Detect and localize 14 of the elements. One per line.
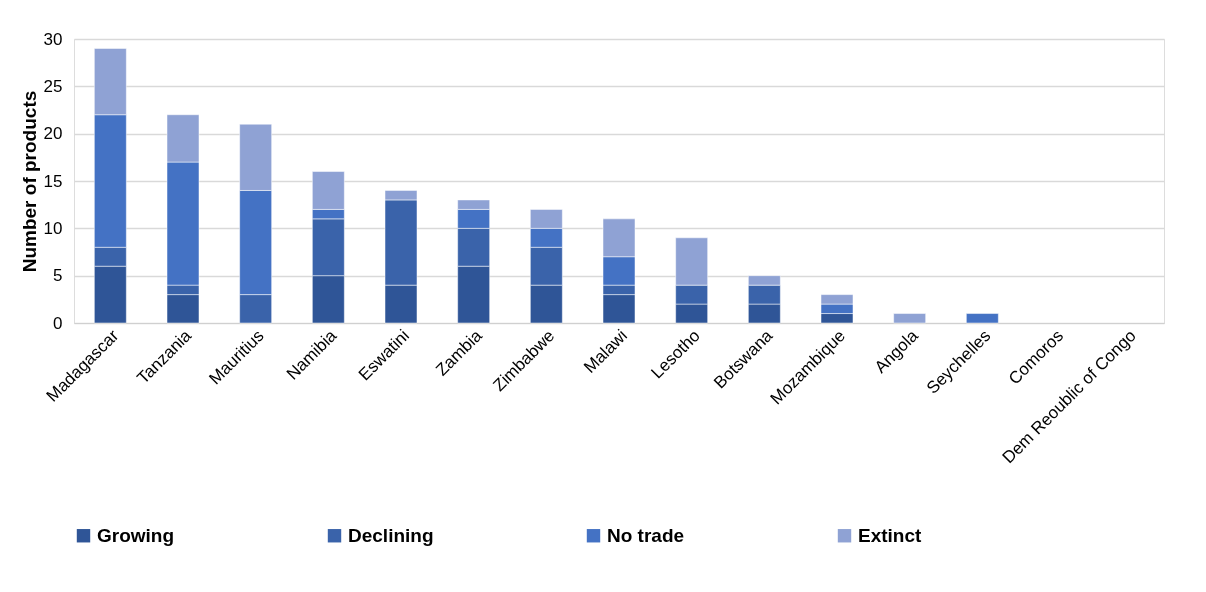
y-tick-label: 30 bbox=[43, 29, 63, 49]
legend-label: Extinct bbox=[858, 524, 923, 546]
bar bbox=[966, 313, 999, 324]
y-tick-label: 5 bbox=[53, 266, 63, 286]
legend-label: No trade bbox=[607, 524, 685, 546]
y-tick-label: 25 bbox=[43, 76, 63, 96]
y-tick-label: 10 bbox=[43, 218, 63, 238]
legend-label: Declining bbox=[348, 524, 434, 546]
y-axis-title: Number of products bbox=[18, 90, 40, 273]
y-tick-label: 0 bbox=[53, 313, 63, 333]
y-tick-label: 15 bbox=[43, 171, 63, 191]
legend-label: Growing bbox=[97, 524, 175, 546]
y-tick-label: 20 bbox=[43, 124, 63, 144]
bar bbox=[893, 313, 926, 324]
